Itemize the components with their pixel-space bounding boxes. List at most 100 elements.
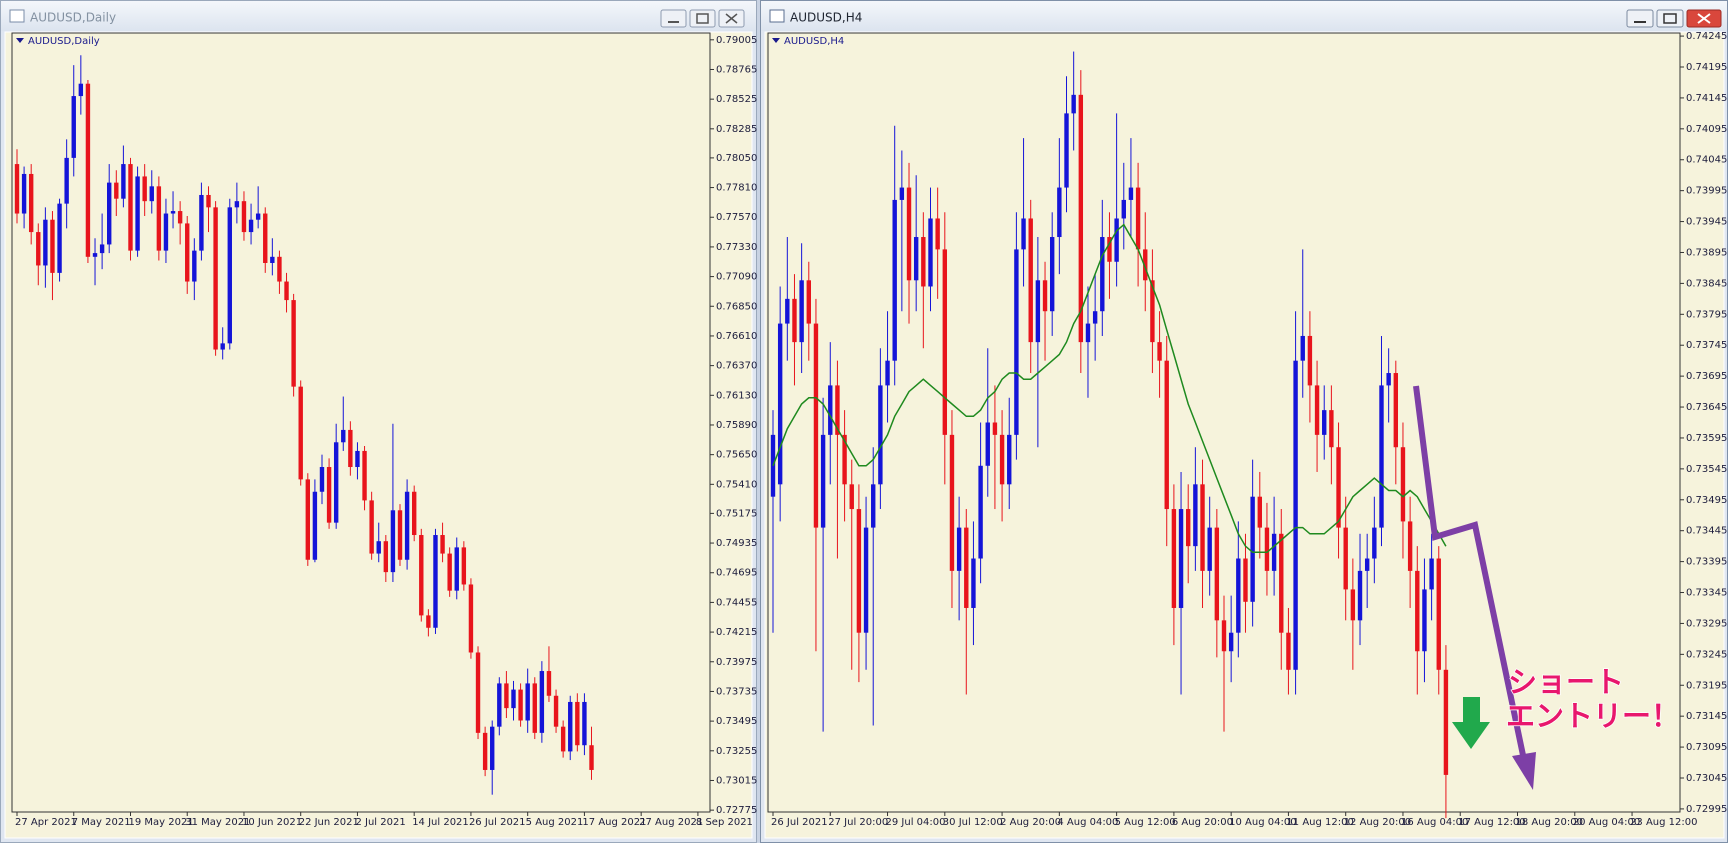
candle-body [863, 527, 869, 633]
candle-body [376, 541, 381, 554]
candle-body [1014, 249, 1019, 435]
y-tick-label: 0.73495 [1686, 495, 1727, 506]
minimize-button[interactable] [1626, 9, 1654, 28]
down-arrow [1452, 697, 1490, 749]
y-tick-label: 0.75650 [716, 450, 757, 461]
restore-button[interactable] [1656, 9, 1684, 28]
x-tick-label: 17 Aug 12:00 [1458, 817, 1525, 828]
candle-body [85, 83, 91, 257]
candle-body [1057, 187, 1062, 238]
candle-body [1443, 669, 1449, 775]
restore-button[interactable] [689, 9, 716, 28]
candle-body [341, 429, 346, 443]
annotation-text: エントリー！ [1506, 699, 1680, 733]
candle-body [785, 298, 790, 324]
candle-body [156, 186, 162, 251]
candle-body [192, 250, 197, 282]
y-tick-label: 0.74695 [716, 568, 757, 579]
candle-body [383, 541, 389, 573]
candle-body [411, 491, 417, 536]
candle-body [128, 164, 133, 251]
candle-body [1186, 509, 1191, 547]
window-daily: AUDUSD,Daily [0, 0, 757, 843]
candle-body [1092, 311, 1098, 324]
candle-body [813, 323, 819, 528]
candle-body [99, 244, 105, 254]
moving-average [772, 223, 1447, 554]
candle-body [539, 671, 545, 733]
candle-body [433, 535, 438, 628]
candle-body [1100, 237, 1105, 312]
candle-body [1436, 558, 1441, 670]
chart-title: AUDUSD,H4 [784, 36, 844, 47]
candle-body [553, 695, 559, 727]
x-tick-label: 16 Aug 04:00 [1401, 817, 1468, 828]
icon [725, 13, 738, 24]
candle-body [1114, 218, 1119, 262]
candle-body [964, 527, 969, 608]
candle-body [1121, 199, 1126, 219]
candle-body [355, 450, 360, 468]
candle-body [525, 683, 530, 721]
candle-body [921, 237, 926, 287]
x-tick-label: 27 Aug 2021 [639, 817, 703, 828]
title-bar[interactable] [761, 1, 1727, 31]
candle-body [404, 491, 410, 560]
candle-body [589, 745, 594, 770]
candle-body [114, 182, 119, 199]
y-tick-label: 0.78050 [716, 153, 757, 164]
candle-body [71, 96, 76, 158]
candle-body [348, 429, 353, 468]
candle-body [1078, 94, 1084, 343]
candle-body [1250, 496, 1255, 602]
y-tick-label: 0.73345 [1686, 588, 1727, 599]
candle-body [835, 385, 840, 435]
window-buttons [1626, 9, 1722, 28]
x-tick-label: 17 Aug 2021 [582, 817, 646, 828]
y-tick-label: 0.79005 [716, 35, 757, 46]
candle-body [1193, 484, 1198, 547]
candle-body [575, 701, 580, 746]
y-tick-label: 0.73045 [1686, 773, 1727, 784]
y-tick-label: 0.73195 [1686, 680, 1727, 691]
candle-body [1135, 187, 1141, 250]
candle-body [220, 343, 225, 350]
candle-body [263, 213, 268, 263]
x-tick-label: 2 Aug 20:00 [1000, 817, 1061, 828]
x-tick-label: 26 Jul 2021 [771, 817, 828, 828]
y-tick-label: 0.73445 [1686, 526, 1727, 537]
candle-body [1107, 237, 1112, 262]
icon [696, 13, 709, 24]
y-tick-label: 0.73095 [1686, 742, 1727, 753]
plot-frame [767, 32, 1681, 813]
candle-body [149, 186, 154, 202]
candle-body [1393, 373, 1399, 448]
candle-body [820, 434, 826, 528]
x-tick-label: 30 Jul 12:00 [943, 817, 1003, 828]
candle-body [935, 218, 940, 250]
y-tick-label: 0.73545 [1686, 464, 1727, 475]
candle-body [1415, 570, 1420, 652]
candle-body [1128, 187, 1134, 200]
candle-body [985, 422, 990, 466]
annotation-text: ショート [1508, 665, 1624, 699]
candle-body [1422, 589, 1427, 652]
candle-body [1329, 410, 1334, 448]
candle-body [992, 422, 998, 435]
y-tick-label: 0.73895 [1686, 247, 1727, 258]
candle-body [856, 509, 862, 633]
chart-area [4, 31, 753, 839]
candle-body [1171, 509, 1177, 608]
minimize-button[interactable] [660, 9, 687, 28]
x-tick-label: 19 May 2021 [128, 817, 193, 828]
x-tick-label: 27 Jul 20:00 [828, 817, 888, 828]
candle-body [928, 218, 933, 287]
candle-body [1350, 589, 1356, 621]
candle-body [906, 187, 912, 281]
candle-body [1064, 113, 1069, 188]
candle-body [532, 683, 537, 733]
title-bar[interactable] [1, 1, 756, 31]
candle-body [1007, 434, 1012, 485]
candle-body [899, 187, 905, 200]
